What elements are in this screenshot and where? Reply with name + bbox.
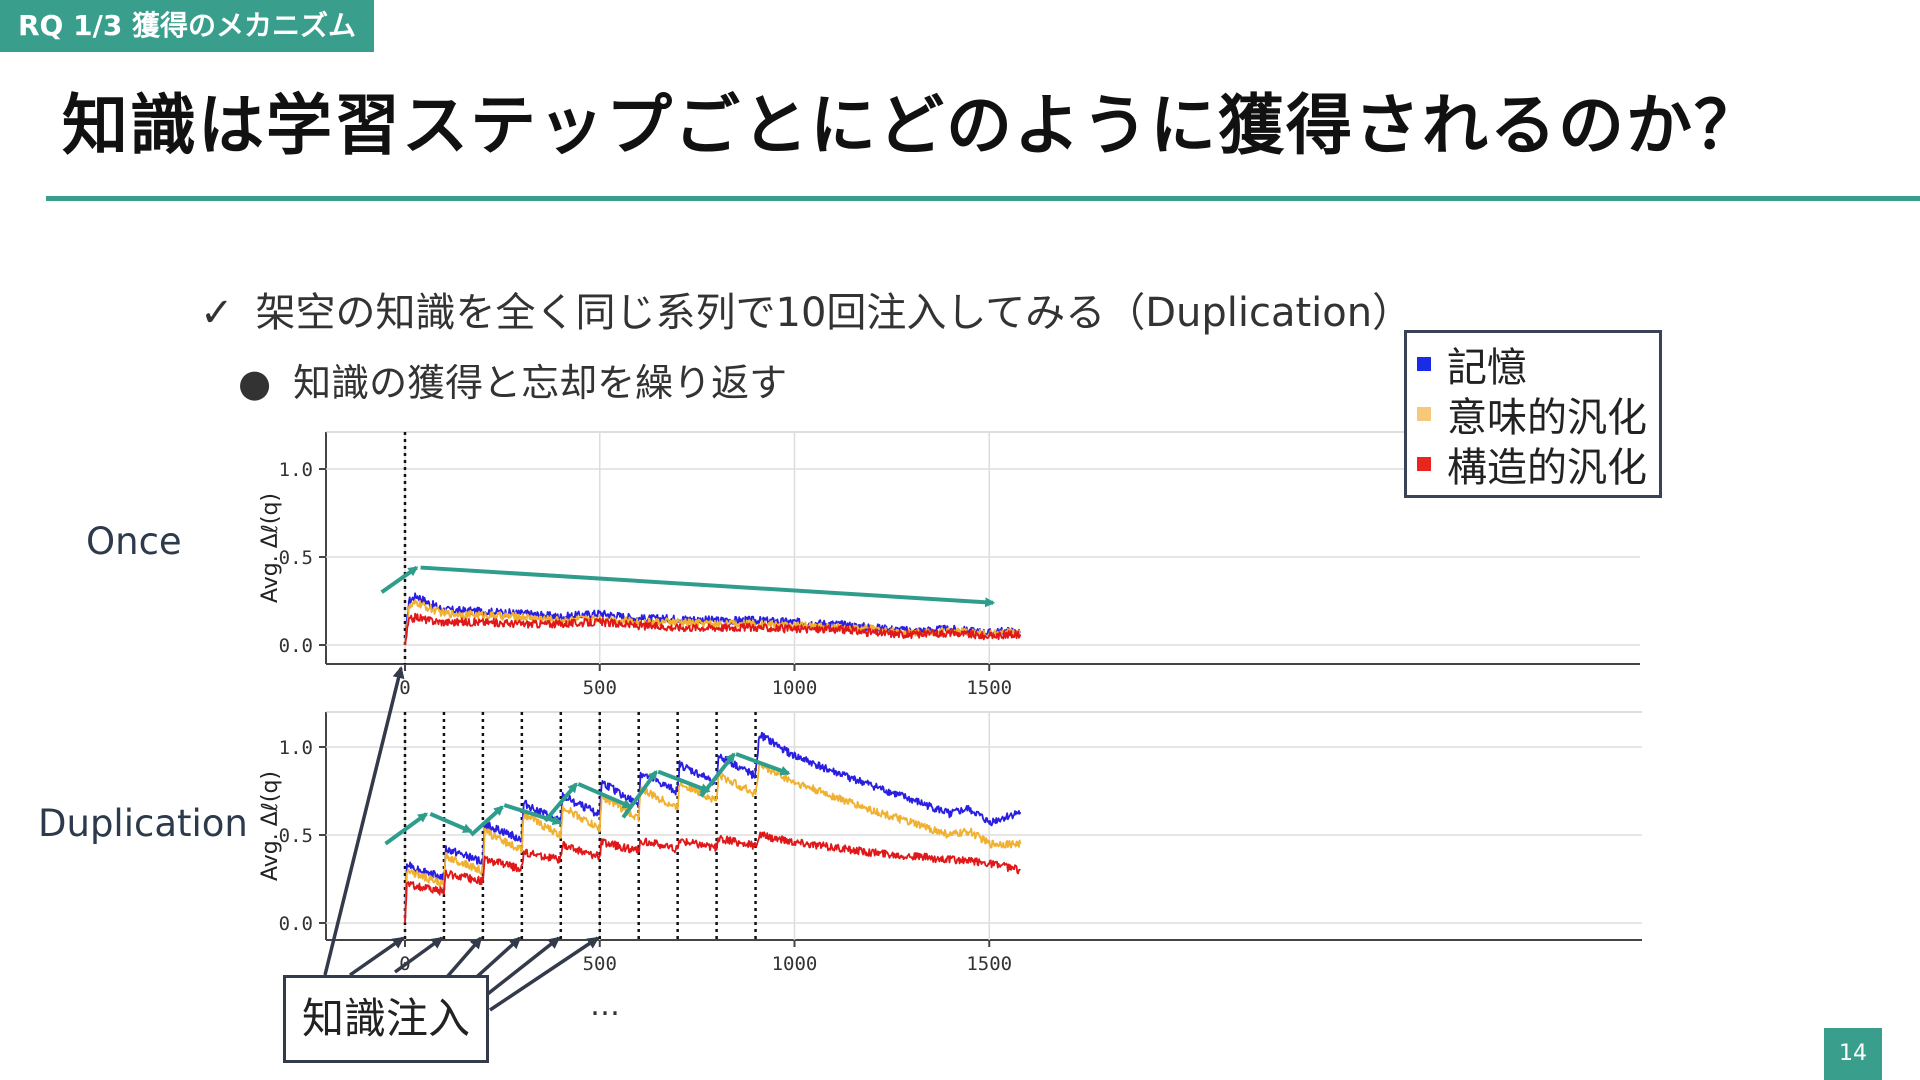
trend-arrow xyxy=(384,812,429,846)
x-tick-label: 500 xyxy=(583,677,617,699)
callout-ellipsis: … xyxy=(590,988,620,1023)
x-tick-label: 1500 xyxy=(966,953,1012,975)
trend-arrow xyxy=(420,565,996,608)
dot-icon: ● xyxy=(238,361,272,405)
series-line xyxy=(404,612,1022,646)
slide-title: 知識は学習ステップごとにどのように獲得されるのか？ xyxy=(62,87,1762,164)
row-label-duplication: Duplication xyxy=(38,802,248,845)
x-tick-label: 500 xyxy=(583,953,617,975)
y-tick-label: 0.5 xyxy=(279,825,313,847)
callout-arrow xyxy=(478,936,561,1002)
legend-label: 構造的汎化 xyxy=(1447,445,1647,491)
trend-arrow xyxy=(577,782,633,809)
x-tick-label: 1000 xyxy=(772,953,818,975)
bullet-level1: ✓ 架空の知識を全く同じ系列で10回注入してみる（Duplication） xyxy=(200,280,1412,338)
bullet-level1-text: 架空の知識を全く同じ系列で10回注入してみる（Duplication） xyxy=(255,290,1413,336)
legend-swatch xyxy=(1417,407,1431,421)
check-icon: ✓ xyxy=(200,290,234,336)
trend-arrow xyxy=(380,565,419,594)
legend-swatch xyxy=(1417,457,1431,471)
trend-arrow xyxy=(429,812,474,834)
legend-label: 意味的汎化 xyxy=(1447,395,1647,441)
callout-arrow xyxy=(348,936,405,977)
trend-arrow xyxy=(621,770,658,819)
series-line xyxy=(404,761,1022,924)
title-divider xyxy=(46,196,1920,201)
trend-arrow xyxy=(503,803,563,826)
y-axis-title: Avg. Δℓ(q) xyxy=(258,771,283,881)
legend-item: 意味的汎化 xyxy=(1417,389,1659,441)
row-label-once: Once xyxy=(86,520,182,563)
callout-arrow xyxy=(489,936,600,1012)
trend-arrow xyxy=(735,752,791,776)
legend-label: 記憶 xyxy=(1447,345,1527,391)
series-line xyxy=(404,831,1021,924)
bullet-level2-text: 知識の獲得と忘却を繰り返す xyxy=(293,361,788,405)
injection-callout: 知識注入 xyxy=(283,975,489,1063)
page-number: 14 xyxy=(1824,1028,1882,1080)
legend-swatch xyxy=(1417,357,1431,371)
bullet-level2: ● 知識の獲得と忘却を繰り返す xyxy=(238,352,787,407)
callout-arrow xyxy=(323,666,405,976)
legend: 記憶 意味的汎化 構造的汎化 xyxy=(1404,330,1662,498)
callout-arrow xyxy=(393,936,444,974)
y-axis-title: Avg. Δℓ(q) xyxy=(258,493,283,603)
y-tick-label: 0.5 xyxy=(279,547,313,569)
y-tick-label: 0.0 xyxy=(279,913,313,935)
x-tick-label: 1000 xyxy=(772,677,818,699)
trend-arrow xyxy=(699,752,736,798)
x-tick-label: 1500 xyxy=(966,677,1012,699)
section-tag: RQ 1/3 獲得のメカニズム xyxy=(0,0,375,52)
series-line xyxy=(404,592,1021,646)
y-tick-label: 1.0 xyxy=(279,459,313,481)
x-tick-label: 0 xyxy=(399,677,410,699)
trend-arrow xyxy=(543,782,578,823)
trend-arrow xyxy=(469,805,504,837)
legend-item: 構造的汎化 xyxy=(1417,439,1659,491)
trend-arrow xyxy=(657,769,711,793)
legend-item: 記憶 xyxy=(1417,339,1659,391)
y-tick-label: 0.0 xyxy=(279,635,313,657)
y-tick-label: 1.0 xyxy=(279,737,313,759)
